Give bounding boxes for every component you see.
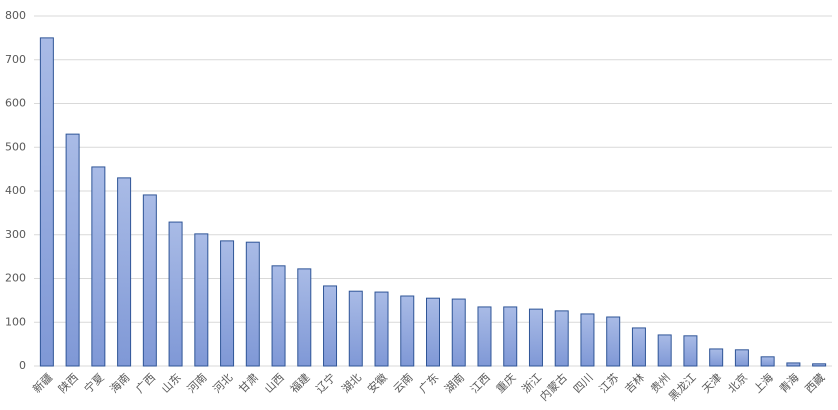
- x-tick-label: 湖北: [339, 371, 364, 396]
- bar: [220, 240, 235, 367]
- bar: [580, 313, 595, 367]
- bar: [657, 334, 672, 367]
- x-tick-label: 广东: [416, 371, 441, 396]
- bar: [451, 298, 466, 367]
- x-tick-label: 河北: [211, 371, 236, 396]
- bar: [760, 356, 775, 367]
- bar: [245, 241, 260, 367]
- x-tick-label: 江苏: [597, 371, 622, 396]
- bar: [709, 348, 724, 367]
- y-tick-label: 700: [5, 53, 26, 66]
- bar: [323, 285, 338, 367]
- x-tick-label: 天津: [700, 371, 725, 396]
- x-tick-label: 陕西: [55, 370, 80, 395]
- x-tick-label: 广西: [133, 371, 158, 396]
- bar: [194, 233, 209, 367]
- x-tick-label: 甘肃: [236, 371, 261, 396]
- x-tick-label: 宁夏: [81, 370, 106, 395]
- y-tick-label: 500: [5, 140, 26, 153]
- bar: [400, 295, 415, 367]
- bar: [786, 362, 801, 367]
- bar: [606, 316, 621, 367]
- bar: [168, 221, 183, 367]
- y-tick-label: 800: [5, 9, 26, 22]
- bar: [426, 297, 440, 367]
- bar: [91, 166, 106, 367]
- x-tick-label: 福建: [287, 370, 312, 395]
- y-tick-label: 400: [5, 184, 26, 197]
- bar: [503, 306, 518, 367]
- x-tick-label: 黑龙江: [666, 371, 699, 404]
- y-tick-label: 300: [5, 228, 26, 241]
- y-tick-label: 600: [5, 97, 26, 110]
- x-tick-label: 安徽: [364, 370, 389, 395]
- x-tick-label: 山东: [159, 371, 184, 396]
- bar: [374, 291, 389, 367]
- x-tick-label: 上海: [750, 370, 775, 395]
- bar: [734, 349, 749, 367]
- bar: [683, 335, 698, 367]
- bar: [117, 177, 132, 367]
- x-tick-label: 海南: [107, 370, 132, 395]
- bar: [528, 308, 543, 367]
- x-tick-label: 湖南: [442, 371, 467, 396]
- x-tick-label: 江西: [468, 371, 493, 396]
- y-tick-label: 0: [19, 359, 26, 372]
- bar: [65, 133, 80, 367]
- bar: [271, 265, 286, 367]
- x-tick-label: 山西: [262, 371, 287, 396]
- x-tick-label: 云南: [391, 371, 416, 396]
- x-tick-label: 北京: [725, 370, 750, 395]
- bar: [142, 194, 157, 367]
- x-tick-label: 吉林: [622, 370, 647, 395]
- y-tick-label: 200: [5, 272, 26, 285]
- x-tick-label: 河南: [185, 371, 210, 396]
- x-tick-label: 西藏: [803, 371, 828, 396]
- x-tick-label: 新疆: [30, 370, 55, 395]
- x-tick-label: 青海: [776, 370, 801, 395]
- y-tick-label: 100: [5, 315, 26, 328]
- bar: [554, 310, 569, 367]
- bar: [297, 268, 312, 367]
- x-tick-label: 内蒙古: [537, 370, 570, 403]
- x-tick-label: 重庆: [493, 370, 518, 395]
- x-tick-label: 四川: [571, 371, 596, 396]
- bar: [477, 306, 492, 367]
- bar: [348, 290, 363, 367]
- bar: [812, 363, 827, 367]
- bar: [631, 327, 646, 367]
- x-tick-label: 辽宁: [313, 370, 338, 395]
- bar: [39, 37, 54, 367]
